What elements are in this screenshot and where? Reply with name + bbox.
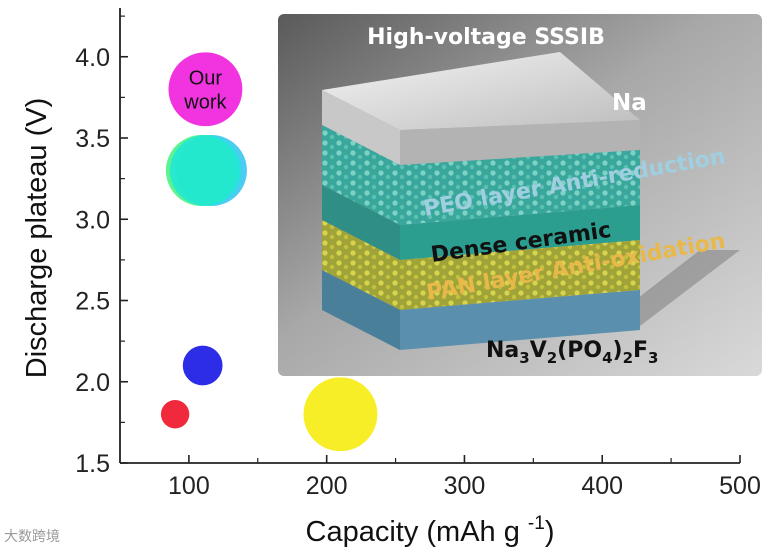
inset-label-cathode: Na3V2(PO4)2F3	[486, 338, 658, 367]
y-axis-title: Discharge plateau (V)	[21, 98, 53, 378]
data-point	[303, 377, 378, 452]
axes	[119, 8, 740, 464]
inset-label-na: Na	[612, 90, 647, 116]
y-tick-label: 2.0	[75, 369, 110, 397]
y-tick-label: 4.0	[75, 44, 110, 72]
x-tick-label: 500	[719, 472, 761, 500]
y-ticks: 1.5 2.0 2.5 3.0 3.5 4.0	[75, 15, 128, 478]
y-tick-label: 1.5	[75, 450, 110, 478]
y-tick-label: 3.0	[75, 206, 110, 234]
layer-peo-side	[322, 125, 400, 225]
layer-cathode-front	[400, 290, 640, 350]
inset-title: High-voltage SSSIB	[367, 25, 605, 50]
layer-na-side	[322, 90, 400, 165]
layer-pan-side	[322, 220, 400, 310]
watermark-text: 大数跨境	[4, 529, 60, 545]
data-point-label: Our	[189, 67, 223, 89]
layer-cathode-side	[322, 270, 400, 350]
battery-inset-illustration: High-voltage SSSIB Na PEO layer Anti-red…	[278, 14, 762, 376]
x-tick-label: 100	[168, 472, 210, 500]
data-point	[169, 135, 241, 206]
x-axis-title: Capacity (mAh g -1)	[306, 513, 555, 548]
data-point-label: work	[183, 91, 227, 113]
layer-ceramic-side	[322, 185, 400, 260]
layer-na-top	[322, 52, 640, 130]
x-ticks: 100 200 300 400 500	[168, 455, 761, 500]
x-tick-label: 200	[306, 472, 348, 500]
x-tick-label: 300	[444, 472, 486, 500]
y-tick-label: 2.5	[75, 288, 110, 316]
data-point	[182, 345, 223, 386]
layer-peo-front	[400, 150, 640, 225]
y-tick-label: 3.5	[75, 125, 110, 153]
layer-ceramic-front	[400, 205, 640, 260]
data-point	[160, 400, 190, 429]
layer-pan-front	[400, 240, 640, 310]
data-point	[168, 52, 243, 127]
x-tick-label: 400	[581, 472, 623, 500]
